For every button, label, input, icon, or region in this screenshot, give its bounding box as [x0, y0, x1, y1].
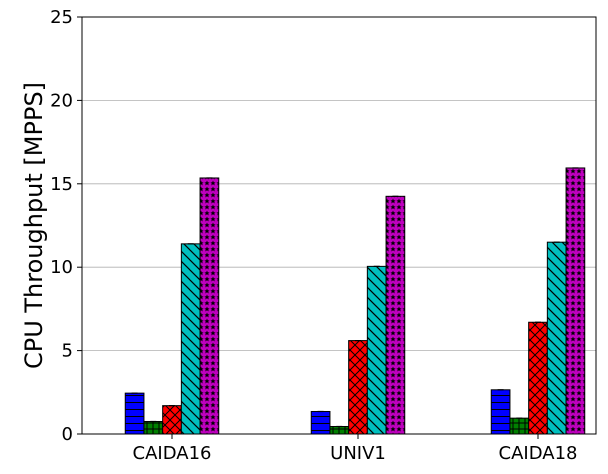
bar — [528, 321, 548, 435]
y-axis-ticks: 0 5 10 15 20 25 — [50, 7, 82, 445]
bar — [180, 243, 201, 435]
bar — [509, 417, 530, 435]
bar — [162, 405, 182, 435]
bar — [546, 241, 567, 435]
gridlines — [82, 100, 596, 352]
plot-frame — [81, 16, 597, 435]
bar — [310, 410, 331, 435]
bar — [366, 265, 387, 435]
bar — [385, 195, 406, 435]
x-tick-label: CAIDA16 — [133, 443, 212, 464]
bar — [143, 420, 164, 435]
x-tick-label: UNIV1 — [330, 443, 386, 464]
y-tick-label: 25 — [50, 7, 73, 28]
y-tick-label: 10 — [50, 257, 73, 278]
y-tick-label: 15 — [50, 174, 73, 195]
bar — [124, 392, 145, 435]
y-tick-label: 0 — [62, 424, 73, 445]
y-tick-label: 5 — [62, 341, 73, 362]
y-axis-label: CPU Throughput [MPPS] — [20, 82, 48, 369]
bar — [490, 389, 511, 435]
bar — [565, 167, 586, 435]
bar — [199, 177, 220, 435]
bars — [124, 167, 586, 435]
y-tick-label: 20 — [50, 90, 73, 111]
bar — [329, 425, 350, 435]
x-tick-label: CAIDA18 — [499, 443, 578, 464]
bar — [348, 340, 368, 435]
x-axis-ticks: CAIDA16 UNIV1 CAIDA18 — [133, 434, 578, 464]
